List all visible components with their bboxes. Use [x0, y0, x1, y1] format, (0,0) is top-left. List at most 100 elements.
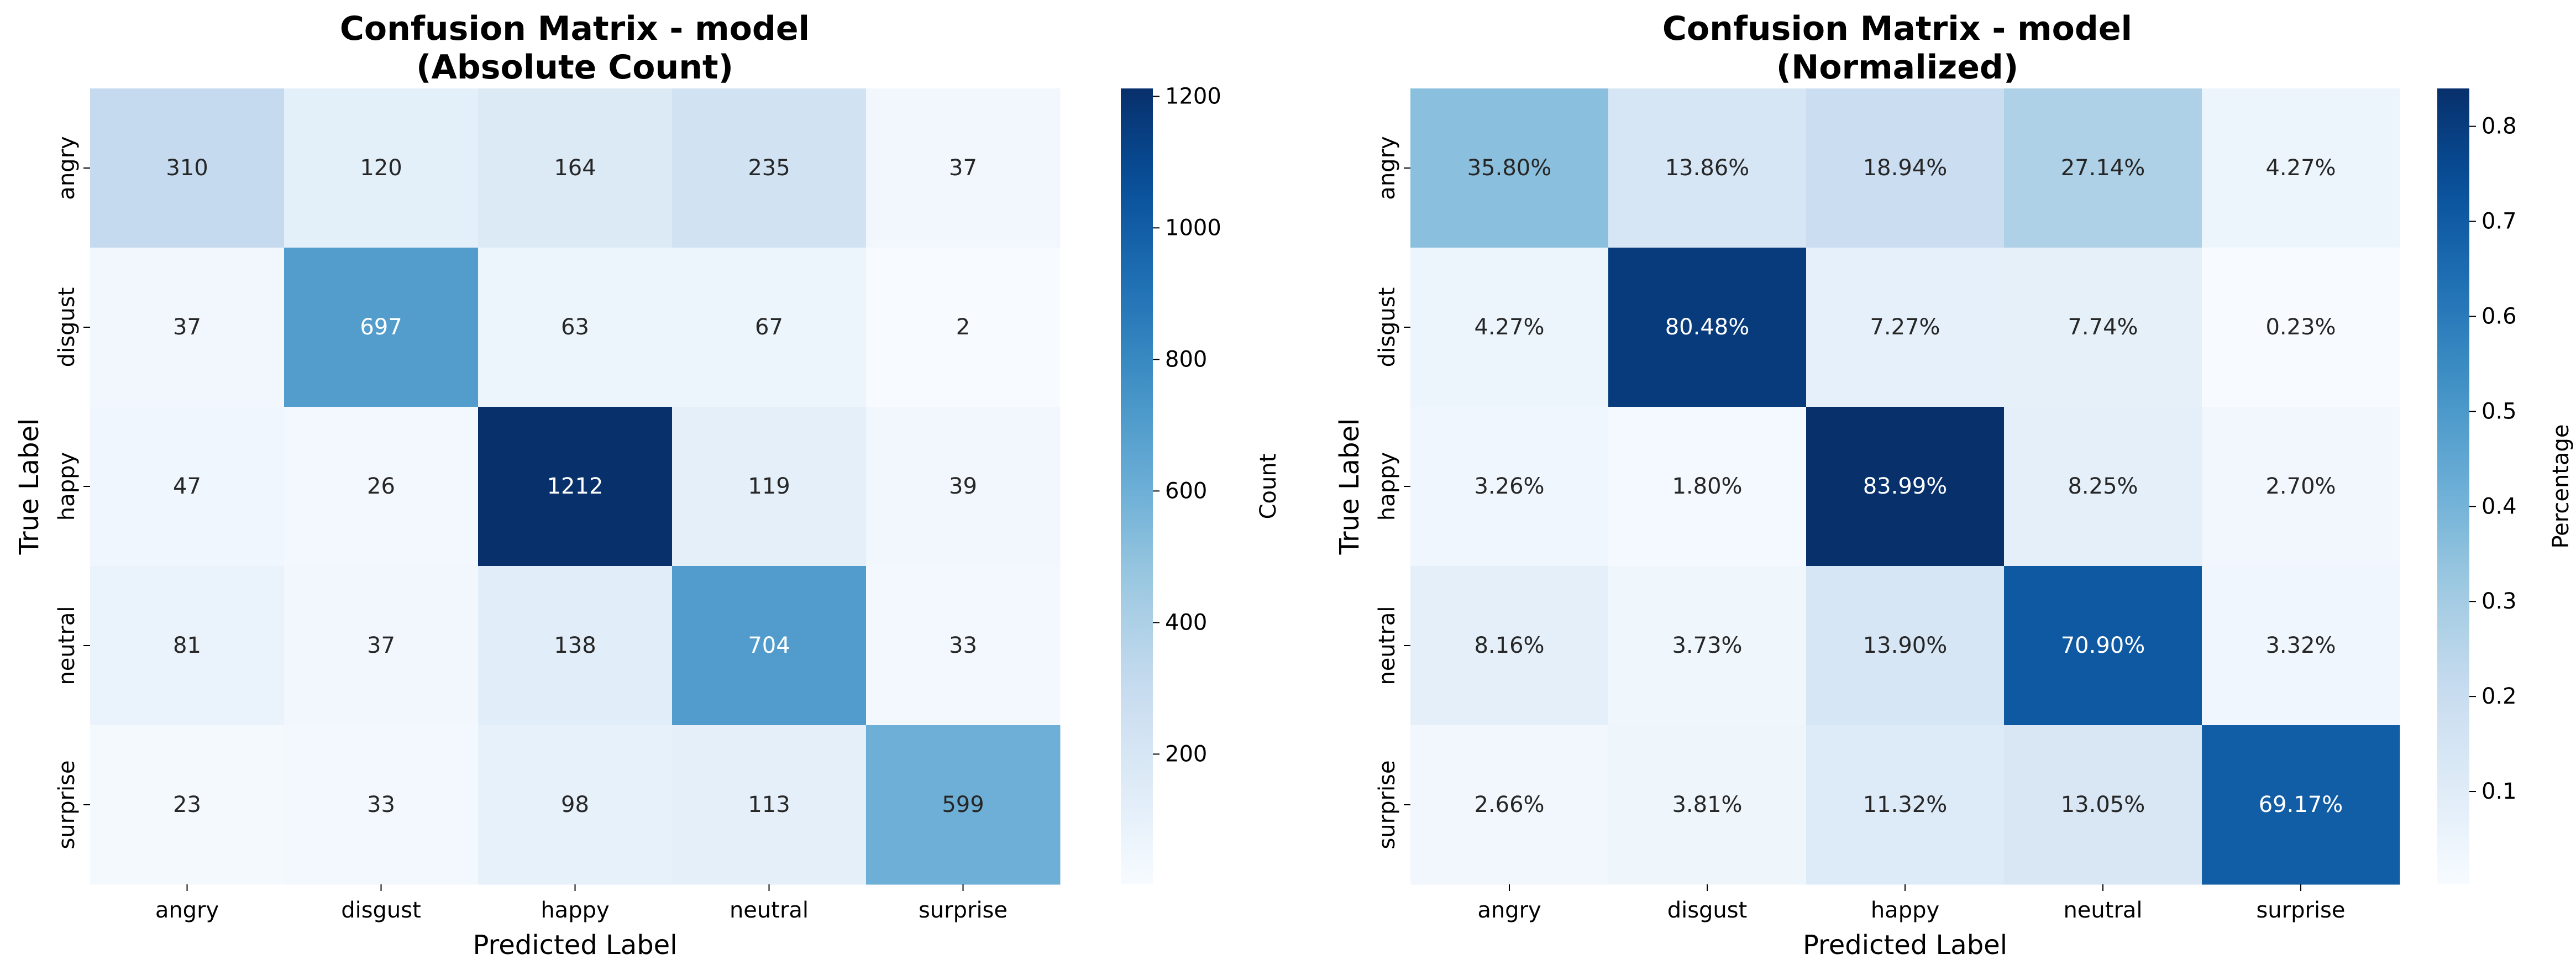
x-tick-label: neutral	[2063, 898, 2142, 923]
heatmap-cell	[478, 407, 673, 567]
cell-value-label: 70.90%	[2061, 633, 2145, 658]
colorbar-tick-label: 0.1	[2481, 779, 2517, 804]
cell-value-label: 81	[173, 633, 201, 658]
heatmap-cell	[2202, 407, 2400, 567]
heatmap-cell	[2202, 88, 2400, 248]
cell-value-label: 7.74%	[2068, 314, 2138, 340]
heatmap-cell	[478, 88, 673, 248]
y-tick-label: angry	[1374, 136, 1400, 200]
cell-value-label: 2.66%	[1474, 792, 1544, 817]
heatmap-cell	[672, 88, 867, 248]
y-axis-label: True Label	[14, 418, 45, 555]
colorbar-tick-label: 600	[1165, 478, 1207, 504]
cell-value-label: 37	[173, 314, 201, 340]
heatmap-cell	[2004, 725, 2202, 885]
cell-value-label: 8.16%	[1474, 633, 1544, 658]
chart-title-line1: Confusion Matrix - model	[1662, 9, 2132, 48]
cell-value-label: 2.70%	[2265, 474, 2336, 499]
heatmap-cell	[90, 407, 285, 567]
colorbar	[2437, 88, 2469, 884]
cell-value-label: 27.14%	[2061, 155, 2145, 181]
chart-title-line2: (Normalized)	[1776, 48, 2019, 87]
cell-value-label: 120	[360, 155, 402, 181]
x-axis-label: Predicted Label	[473, 930, 677, 961]
cell-value-label: 33	[949, 633, 977, 658]
chart-title-line1: Confusion Matrix - model	[340, 9, 810, 48]
heatmap-cell	[866, 725, 1061, 885]
heatmap-cell	[1410, 725, 1609, 885]
cell-value-label: 3.81%	[1672, 792, 1742, 817]
cell-value-label: 7.27%	[1870, 314, 1940, 340]
heatmap-cell	[284, 88, 479, 248]
cell-value-label: 33	[367, 792, 395, 817]
cell-value-label: 63	[561, 314, 589, 340]
cell-value-label: 3.73%	[1672, 633, 1742, 658]
heatmap-panel-normalized: Confusion Matrix - model(Normalized) 35.8…	[1334, 9, 2574, 961]
heatmap-cell	[1410, 88, 1609, 248]
cell-value-label: 235	[748, 155, 790, 181]
heatmap-cell	[2004, 566, 2202, 726]
heatmap-cell	[90, 725, 285, 885]
y-tick-label: angry	[54, 136, 80, 200]
x-tick-label: surprise	[2256, 898, 2345, 923]
colorbar-tick-label: 0.2	[2481, 684, 2517, 709]
heatmap-cell	[1410, 407, 1609, 567]
cell-value-label: 13.90%	[1863, 633, 1948, 658]
heatmap-cell	[672, 248, 867, 407]
cell-value-label: 119	[748, 474, 790, 499]
heatmap-cell	[1806, 725, 2005, 885]
heatmap-cell	[2004, 407, 2202, 567]
y-tick-label: disgust	[54, 287, 80, 368]
colorbar-tick-label: 400	[1165, 610, 1207, 635]
heatmap-cell	[284, 566, 479, 726]
heatmap-cell	[2202, 566, 2400, 726]
cell-value-label: 11.32%	[1863, 792, 1948, 817]
cell-value-label: 39	[949, 474, 977, 499]
cell-value-label: 47	[173, 474, 201, 499]
heatmap-cell	[866, 88, 1061, 248]
cell-value-label: 67	[755, 314, 783, 340]
y-tick-label: surprise	[1374, 760, 1400, 849]
heatmap-cell	[1608, 725, 1807, 885]
heatmap-cell	[478, 248, 673, 407]
heatmap-cell	[284, 248, 479, 407]
colorbar	[1121, 88, 1153, 884]
cell-value-label: 138	[554, 633, 596, 658]
colorbar-tick-label: 800	[1165, 347, 1207, 372]
heatmap-cell	[1608, 566, 1807, 726]
colorbar-tick-label: 0.3	[2481, 589, 2517, 614]
heatmap-cell	[2202, 248, 2400, 407]
colorbar-label: Percentage	[2548, 424, 2574, 548]
heatmap-cell	[1608, 248, 1807, 407]
cell-value-label: 26	[367, 474, 395, 499]
cell-value-label: 164	[554, 155, 596, 181]
cell-value-label: 113	[748, 792, 790, 817]
y-tick-label: disgust	[1374, 287, 1400, 368]
cell-value-label: 98	[561, 792, 589, 817]
cell-value-label: 0.23%	[2265, 314, 2336, 340]
colorbar-tick-label: 0.7	[2481, 209, 2517, 234]
x-tick-label: disgust	[341, 898, 421, 923]
cell-value-label: 37	[367, 633, 395, 658]
cell-value-label: 1.80%	[1672, 474, 1742, 499]
cell-value-label: 18.94%	[1863, 155, 1948, 181]
cell-value-label: 80.48%	[1665, 314, 1750, 340]
x-tick-label: disgust	[1667, 898, 1748, 923]
x-tick-label: happy	[1871, 898, 1939, 923]
cell-value-label: 35.80%	[1467, 155, 1552, 181]
heatmap-cell	[90, 88, 285, 248]
heatmap-cell	[672, 407, 867, 567]
y-tick-label: neutral	[54, 606, 80, 685]
cell-value-label: 697	[360, 314, 402, 340]
colorbar-tick-label: 200	[1165, 741, 1207, 767]
x-tick-label: neutral	[730, 898, 809, 923]
colorbar-tick-label: 1200	[1165, 83, 1221, 109]
heatmap-cell	[90, 248, 285, 407]
heatmap-cell	[1608, 407, 1807, 567]
colorbar-tick-label: 1000	[1165, 215, 1221, 240]
heatmap-cell	[2202, 725, 2400, 885]
x-tick-label: angry	[155, 898, 219, 923]
heatmap-cell	[284, 407, 479, 567]
y-tick-label: happy	[54, 452, 80, 521]
